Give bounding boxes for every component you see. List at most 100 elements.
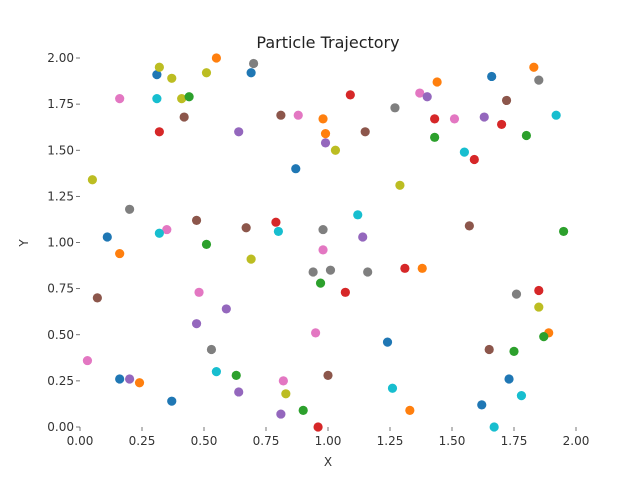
data-point [177, 93, 187, 104]
x-tick-label: 1.50 [439, 434, 466, 448]
data-point [382, 337, 393, 347]
data-point [363, 267, 373, 277]
data-point [194, 287, 204, 297]
data-point [115, 248, 125, 259]
data-point [325, 265, 336, 275]
data-point [115, 374, 125, 384]
x-tick-label: 1.00 [315, 434, 342, 448]
data-point [246, 68, 256, 78]
data-point [154, 127, 164, 137]
data-point [422, 92, 432, 102]
data-point [152, 70, 162, 80]
data-point [323, 370, 333, 380]
data-point [115, 93, 125, 104]
data-point [273, 226, 283, 237]
x-tick-label: 0.75 [253, 434, 280, 448]
data-point [318, 114, 328, 124]
data-point [539, 331, 549, 342]
data-point [489, 422, 499, 432]
data-point [313, 422, 323, 432]
data-point [360, 127, 370, 137]
data-point [184, 92, 194, 102]
x-tick-label: 2.00 [563, 434, 590, 448]
data-point [206, 344, 217, 355]
data-point [318, 245, 328, 255]
x-axis-label: X [324, 455, 332, 469]
data-point [353, 210, 363, 220]
data-point [484, 344, 494, 355]
data-point [201, 239, 212, 249]
data-point [281, 389, 291, 399]
x-tick-label: 1.25 [377, 434, 404, 448]
data-point [191, 215, 202, 225]
data-point [82, 355, 93, 366]
data-point [497, 119, 507, 130]
data-point [125, 204, 135, 214]
data-point [271, 217, 281, 227]
x-tick-label: 0.25 [129, 434, 156, 448]
data-point [167, 73, 177, 83]
data-point [509, 346, 519, 356]
y-tick-label: 1.75 [47, 97, 74, 111]
data-point [234, 127, 244, 137]
data-point [152, 93, 162, 104]
data-point [92, 293, 102, 303]
data-point [417, 263, 427, 273]
y-tick-label: 0.00 [47, 420, 74, 434]
data-point [320, 138, 331, 148]
data-point [276, 409, 286, 419]
data-point [469, 154, 479, 165]
data-point [559, 226, 569, 237]
y-tick-label: 0.25 [47, 374, 74, 388]
data-point [201, 68, 212, 78]
data-point [504, 374, 514, 384]
y-tick-label: 0.50 [47, 328, 74, 342]
data-point [464, 221, 474, 231]
y-tick-label: 2.00 [47, 51, 74, 65]
data-point [162, 224, 172, 235]
data-point [241, 223, 251, 233]
data-point [154, 62, 164, 72]
data-point [87, 175, 97, 185]
data-point [345, 90, 355, 100]
y-tick-label: 1.00 [47, 236, 74, 250]
data-point [308, 267, 318, 277]
data-point [487, 71, 497, 82]
data-point [521, 130, 532, 141]
data-point [390, 103, 400, 113]
data-point [221, 304, 231, 314]
data-point [430, 114, 440, 124]
data-points [82, 53, 569, 432]
data-point [449, 114, 460, 124]
y-axis-label: Y [17, 239, 31, 248]
data-point [395, 180, 405, 190]
data-point [191, 319, 202, 329]
data-point [551, 110, 561, 120]
data-point [387, 383, 398, 393]
data-point [459, 147, 469, 157]
data-point [529, 62, 539, 72]
data-point [318, 224, 328, 235]
data-point [154, 228, 164, 238]
y-tick-label: 1.50 [47, 143, 74, 157]
x-tick-label: 1.75 [501, 434, 528, 448]
data-point [231, 370, 241, 380]
data-point [477, 400, 487, 410]
y-axis: 0.00 0.25 0.50 0.75 1.00 1.25 1.50 1.75 2.00 [47, 51, 80, 434]
data-point [358, 232, 368, 242]
data-point [315, 278, 326, 288]
data-point [330, 145, 341, 155]
data-point [211, 367, 221, 377]
x-tick-label: 0.50 [191, 434, 218, 448]
data-point [479, 112, 489, 122]
data-point [534, 302, 544, 312]
data-point [534, 75, 544, 85]
y-tick-label: 1.25 [47, 189, 74, 203]
data-point [249, 58, 259, 69]
data-point [400, 263, 410, 273]
data-point [320, 129, 331, 139]
data-point [179, 112, 189, 122]
data-point [340, 287, 350, 297]
data-point [125, 374, 135, 384]
